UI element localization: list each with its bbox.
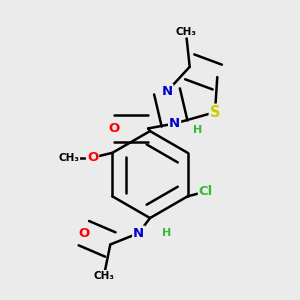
Text: CH₃: CH₃ [93, 271, 114, 281]
Text: CH₃: CH₃ [58, 153, 79, 163]
Text: N: N [169, 117, 180, 130]
Text: O: O [109, 122, 120, 135]
Text: CH₃: CH₃ [176, 27, 197, 37]
Text: N: N [133, 227, 144, 240]
Text: H: H [162, 228, 172, 238]
Text: O: O [87, 151, 98, 164]
Text: Cl: Cl [199, 185, 213, 198]
Text: O: O [78, 227, 89, 240]
Text: H: H [194, 125, 202, 135]
Text: S: S [210, 105, 220, 120]
Text: N: N [161, 85, 172, 98]
